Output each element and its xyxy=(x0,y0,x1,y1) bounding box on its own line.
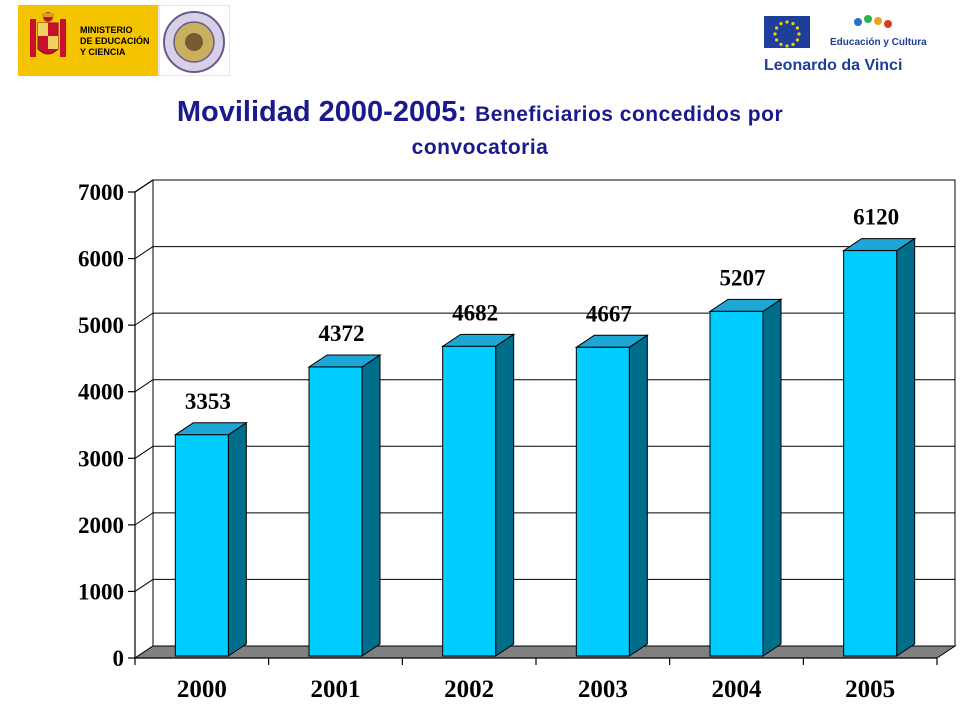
bar xyxy=(307,354,382,657)
data-label: 3353 xyxy=(185,389,231,414)
y-tick-label: 7000 xyxy=(78,180,124,205)
floor-plane xyxy=(133,645,957,659)
ministry-logo: MINISTERIO DE EDUCACIÓN Y CIENCIA xyxy=(18,4,231,77)
bar-side xyxy=(762,298,782,657)
x-tick-label: 2001 xyxy=(311,676,361,703)
slide-title: Movilidad 2000-2005: Beneficiarios conce… xyxy=(0,94,960,163)
x-tick-label: 2000 xyxy=(177,676,227,703)
data-label: 4682 xyxy=(452,300,498,325)
bar-front xyxy=(308,366,363,657)
bar-front xyxy=(174,434,229,657)
side-gridline xyxy=(134,379,154,393)
bar-front xyxy=(442,345,497,657)
bar xyxy=(441,333,516,657)
chart-wall xyxy=(134,179,956,658)
side-gridline xyxy=(134,579,154,592)
y-axis-tick-labels: 0 1000 2000 3000 4000 5000 6000 7000 xyxy=(78,180,124,671)
bar-side xyxy=(495,333,515,657)
y-tick-label: 4000 xyxy=(78,380,124,405)
back-wall xyxy=(152,179,956,647)
bar-front xyxy=(709,310,764,657)
y-tick-label: 2000 xyxy=(78,513,124,538)
bar-front xyxy=(843,250,898,657)
title-subtitle-part1: Beneficiarios concedidos por xyxy=(475,103,784,126)
x-tick-label: 2003 xyxy=(578,676,628,703)
bar xyxy=(708,298,783,657)
x-tick-label: 2004 xyxy=(712,676,763,703)
y-tick-label: 1000 xyxy=(78,579,124,604)
bar-side xyxy=(361,354,381,657)
data-label: 4667 xyxy=(586,301,632,326)
coat-of-arms-icon xyxy=(30,12,66,57)
chart-bars xyxy=(173,237,917,657)
colored-figures-icon xyxy=(854,15,892,28)
side-gridline xyxy=(134,246,154,259)
bar xyxy=(173,421,248,657)
title-main: Movilidad 2000-2005: xyxy=(176,96,467,128)
bar xyxy=(842,237,917,657)
x-tick-label: 2005 xyxy=(845,676,895,703)
side-gridline xyxy=(134,512,154,526)
program-tagline: Educación y Cultura xyxy=(830,37,927,48)
leonardo-logo: Educación y Cultura Leonardo da Vinci xyxy=(762,14,930,76)
x-axis-tick-labels: 2000 2001 2002 2003 2004 2005 xyxy=(134,658,938,703)
data-label: 6120 xyxy=(853,205,899,230)
side-gridline xyxy=(134,445,154,459)
ministry-line-2: DE EDUCACIÓN xyxy=(80,35,150,46)
y-tick-label: 6000 xyxy=(78,247,124,272)
data-label: 5207 xyxy=(720,265,766,290)
side-gridline xyxy=(134,312,154,326)
chart-floor xyxy=(133,645,957,659)
data-labels: 3353 4372 4682 4667 5207 6120 xyxy=(185,205,899,414)
bar xyxy=(574,334,649,657)
data-label: 4372 xyxy=(319,321,365,346)
y-tick-label: 5000 xyxy=(78,313,124,338)
ministry-name: MINISTERIO DE EDUCACIÓN Y CIENCIA xyxy=(80,25,150,57)
side-gridline xyxy=(134,179,154,193)
program-name: Leonardo da Vinci xyxy=(764,57,902,74)
seal-icon xyxy=(163,11,225,73)
bar-front xyxy=(575,346,630,657)
bar-side xyxy=(628,334,648,657)
bar-side xyxy=(227,421,247,657)
y-axis-line xyxy=(134,179,154,658)
ministry-line-3: Y CIENCIA xyxy=(80,47,126,57)
title-subtitle-part2: convocatoria xyxy=(411,136,549,159)
ministry-line-1: MINISTERIO xyxy=(80,25,133,35)
eu-flag-icon xyxy=(764,16,810,48)
x-tick-label: 2002 xyxy=(444,676,494,703)
y-tick-label: 3000 xyxy=(78,446,124,471)
bar-side xyxy=(896,237,916,657)
y-tick-label: 0 xyxy=(113,646,125,671)
